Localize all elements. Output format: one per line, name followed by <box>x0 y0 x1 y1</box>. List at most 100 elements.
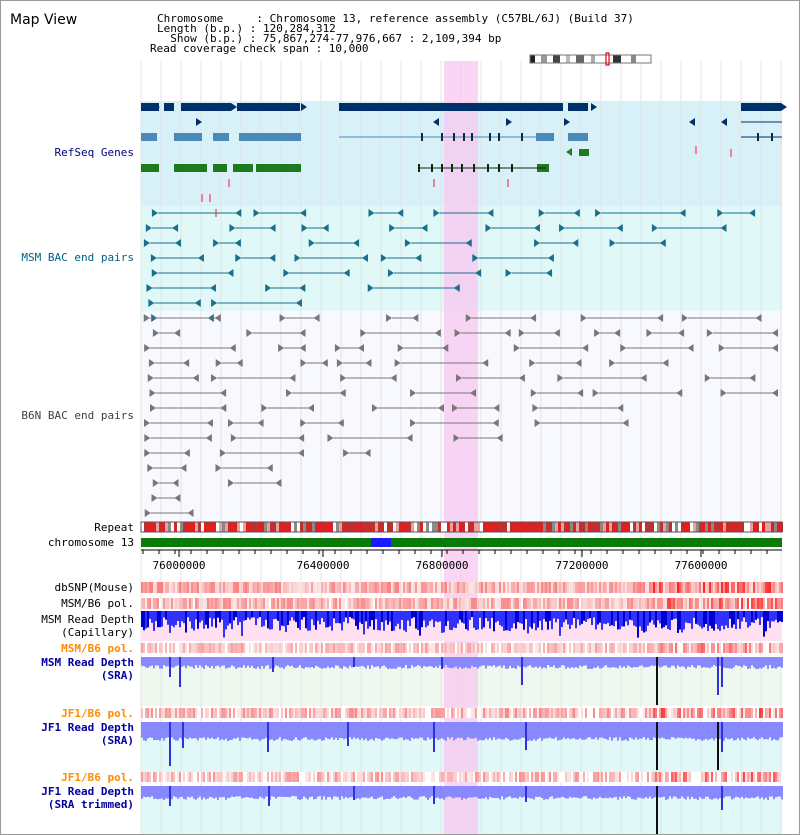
jf1-b6-pol-heat <box>601 708 603 718</box>
dbsnp-heat <box>587 582 589 593</box>
capillary-depth-bar <box>651 611 653 621</box>
jf1-b6-pol-2-heat <box>589 772 591 782</box>
dbsnp-heat <box>557 582 559 593</box>
msm-b6-pol-heat <box>203 598 205 609</box>
sra-depth-bar <box>723 722 725 741</box>
msm-b6-pol-sra-heat <box>193 643 195 653</box>
sra-depth-bar <box>145 722 147 741</box>
b6n-bac-pair <box>337 419 344 427</box>
capillary-depth-bar <box>223 611 225 638</box>
sra-depth-bar <box>763 722 765 740</box>
capillary-depth-bar <box>507 611 509 631</box>
jf1-b6-pol-heat <box>359 708 361 718</box>
capillary-depth-bar <box>717 611 719 629</box>
sra-depth-bar <box>743 786 745 799</box>
jf1-b6-pol-2-heat <box>503 772 505 782</box>
capillary-depth-bar <box>295 611 297 623</box>
jf1-b6-pol-heat <box>291 708 293 718</box>
sra-depth-bar <box>405 657 407 666</box>
msm-b6-pol-heat <box>439 598 441 609</box>
msm-b6-pol-heat <box>301 598 303 609</box>
msm-b6-pol-sra-heat <box>233 643 235 653</box>
jf1-b6-pol-heat <box>605 708 607 718</box>
track-label-jf1-b6-pol-2[interactable]: JF1/B6 pol. <box>61 771 134 784</box>
sra-depth-bar <box>627 786 629 797</box>
sra-depth-bar <box>647 722 649 738</box>
repeat-element <box>675 522 678 532</box>
dbsnp-heat <box>315 582 317 593</box>
sra-depth-bar <box>143 786 145 797</box>
b6n-bac-pair <box>174 494 181 502</box>
jf1-b6-pol-heat <box>537 708 539 718</box>
track-label-msm-depth-capillary[interactable]: MSM Read Depth <box>41 613 134 626</box>
dbsnp-heat <box>271 582 273 593</box>
track-label-b6n-bac[interactable]: B6N BAC end pairs <box>21 409 134 422</box>
sra-depth-bar <box>239 722 241 741</box>
jf1-b6-pol-2-heat <box>443 772 445 782</box>
track-label-jf1-depth-sra[interactable]: JF1 Read Depth <box>41 721 134 734</box>
sra-depth-bar <box>623 657 625 667</box>
selection-highlight <box>444 61 478 834</box>
msm-b6-pol-sra-heat <box>753 643 755 653</box>
track-label-jf1-depth-trimmed[interactable]: JF1 Read Depth <box>41 785 134 798</box>
track-label-jf1-b6-pol-1[interactable]: JF1/B6 pol. <box>61 707 134 720</box>
sra-depth-bar <box>359 722 361 740</box>
track-label-refseq[interactable]: RefSeq Genes <box>54 146 134 159</box>
jf1-b6-pol-2-heat <box>497 772 499 782</box>
track-label-msm-depth-sra[interactable]: MSM Read Depth <box>41 656 134 669</box>
jf1-b6-pol-heat <box>629 708 631 718</box>
b6n-bac-pair <box>336 359 343 367</box>
msm-bac-pair <box>472 254 479 262</box>
sra-depth-bar <box>507 786 509 797</box>
msm-b6-pol-heat <box>167 598 169 609</box>
sra-depth-bar <box>465 657 467 667</box>
sra-depth-bar <box>235 786 237 797</box>
sra-depth-bar <box>277 722 279 740</box>
sra-depth-bar <box>381 722 383 741</box>
jf1-b6-pol-heat <box>385 708 387 718</box>
track-label-repeat[interactable]: Repeat <box>94 521 134 534</box>
jf1-b6-pol-heat <box>565 708 567 718</box>
sra-depth-bar <box>769 657 771 666</box>
b6n-bac-pair <box>454 329 461 337</box>
dbsnp-heat <box>331 582 333 593</box>
msm-b6-pol-heat <box>201 598 203 609</box>
msm-b6-pol-heat <box>553 598 555 609</box>
track-label-chromosome[interactable]: chromosome 13 <box>47 536 134 549</box>
msm-b6-pol-sra-heat <box>541 643 543 653</box>
jf1-b6-pol-heat <box>743 708 745 718</box>
msm-b6-pol-heat <box>353 598 355 609</box>
msm-b6-pol-heat <box>607 598 609 609</box>
sra-depth-bar <box>185 786 187 800</box>
jf1-b6-pol-2-heat <box>281 772 283 782</box>
msm-b6-pol-heat <box>469 598 471 609</box>
msm-b6-pol-sra-heat <box>321 643 323 653</box>
sra-depth-bar <box>491 657 493 667</box>
jf1-b6-pol-heat <box>229 708 231 718</box>
track-label-msm-b6-pol-1[interactable]: MSM/B6 pol. <box>61 597 134 610</box>
b6n-bac-pair <box>230 434 237 442</box>
dbsnp-heat <box>317 582 319 593</box>
repeat-element <box>750 522 753 532</box>
track-label-msm-b6-pol-2[interactable]: MSM/B6 pol. <box>61 642 134 655</box>
sra-depth-bar <box>447 786 449 797</box>
sra-depth-bar <box>383 786 385 800</box>
jf1-b6-pol-heat <box>169 708 171 718</box>
msm-b6-pol-sra-heat <box>573 643 575 653</box>
jf1-b6-pol-heat <box>247 708 249 718</box>
dbsnp-heat <box>297 582 299 593</box>
repeat-element <box>444 522 447 532</box>
coverage-span-info: Read coverage check span : 10,000 <box>150 42 369 55</box>
jf1-b6-pol-heat <box>329 708 331 718</box>
b6n-bac-pair <box>504 329 511 337</box>
msm-b6-pol-heat <box>761 598 763 609</box>
jf1-b6-pol-2-heat <box>143 772 145 782</box>
jf1-b6-pol-2-heat <box>665 772 667 782</box>
dbsnp-heat <box>249 582 251 593</box>
track-label-dbsnp[interactable]: dbSNP(Mouse) <box>54 581 134 594</box>
dbsnp-heat <box>175 582 177 593</box>
track-label-msm-bac[interactable]: MSM BAC end pairs <box>21 251 134 264</box>
msm-bac-pair <box>368 209 375 217</box>
